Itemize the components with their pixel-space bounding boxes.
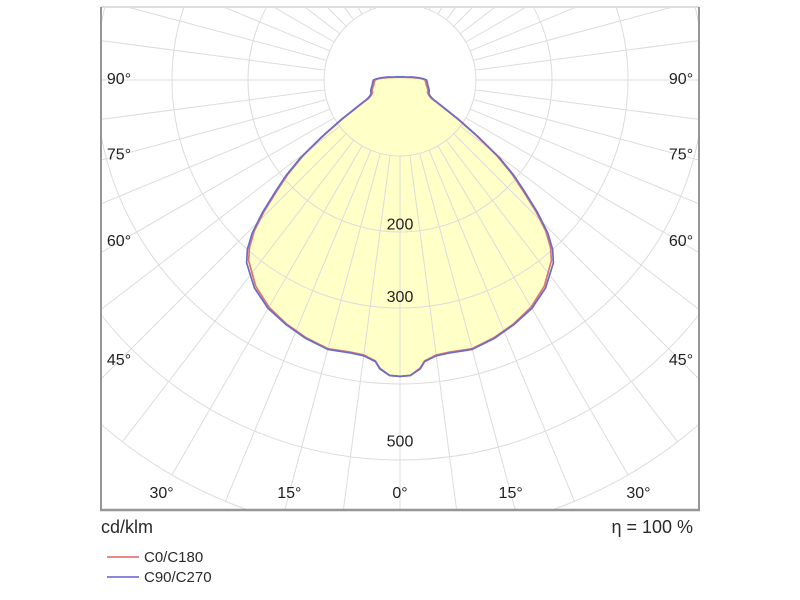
grid-radial	[343, 155, 391, 509]
angle-label-left: 60°	[107, 233, 131, 250]
units-label: cd/klm	[101, 517, 153, 537]
angle-label-bottom: 30°	[626, 485, 650, 502]
efficiency-label: η = 100 %	[611, 517, 693, 537]
curve-c90-c270	[245, 75, 555, 378]
grid-radial	[475, 40, 698, 71]
angle-label-bottom: 30°	[149, 485, 173, 502]
grid-radial	[340, 0, 390, 5]
plot-frame	[100, 6, 700, 512]
grid-radial	[465, 8, 526, 43]
angle-label-bottom: 15°	[499, 485, 523, 502]
angle-label-bottom: 15°	[277, 485, 301, 502]
legend-label-c90-c270: C90/C270	[144, 569, 212, 586]
ring-value-label: 500	[387, 433, 414, 450]
grid-radial	[129, 8, 327, 61]
angle-label-right: 60°	[669, 233, 693, 250]
grid-radial	[410, 0, 460, 5]
grid-radial	[102, 133, 347, 379]
grid-radial	[274, 8, 335, 43]
grid-radial	[470, 108, 698, 204]
ring-value-label: 200	[387, 217, 414, 234]
grid-radial	[459, 125, 698, 310]
grid-radial	[225, 150, 372, 502]
grid-radial	[419, 153, 516, 509]
grid-radial	[282, 0, 380, 7]
grid-radial	[122, 139, 355, 443]
grid-radial	[437, 145, 629, 476]
grid-radial	[102, 117, 335, 253]
grid-radial	[445, 139, 678, 443]
legend: C0/C180 C90/C270	[107, 549, 212, 586]
ring-value-label: 300	[387, 289, 414, 306]
intensity-curves-layer	[245, 75, 555, 378]
grid-radial	[428, 150, 575, 502]
angle-label-bottom: 0°	[392, 485, 407, 502]
grid-radial	[171, 145, 363, 476]
grid-radial	[470, 8, 576, 52]
legend-label-c0-c180: C0/C180	[144, 549, 203, 566]
grid-radial	[465, 117, 698, 253]
grid-radial	[409, 155, 457, 509]
angle-label-left: 75°	[107, 146, 131, 163]
grid-radial	[473, 99, 698, 161]
angle-label-left: 90°	[107, 71, 131, 88]
grid-radial	[102, 99, 327, 161]
grid-radial	[102, 40, 325, 71]
grid-radial	[475, 89, 698, 120]
grid-radial	[473, 8, 671, 61]
grid-radial	[224, 8, 330, 52]
angle-label-right: 90°	[669, 71, 693, 88]
angle-label-left: 45°	[107, 352, 131, 369]
grid-radial	[420, 0, 518, 7]
polar-grid-layer	[102, 0, 698, 509]
grid-radial	[102, 89, 325, 120]
angle-label-right: 45°	[669, 352, 693, 369]
grid-radial	[102, 125, 341, 310]
axis-labels-layer: 90° 90° 75° 75° 60° 60° 45° 45° 30° 15° 0° 15° 30° 20…	[107, 71, 693, 502]
grid-radial	[102, 108, 330, 204]
grid-radial	[453, 133, 698, 379]
grid-radial	[284, 153, 381, 509]
angle-label-right: 75°	[669, 146, 693, 163]
